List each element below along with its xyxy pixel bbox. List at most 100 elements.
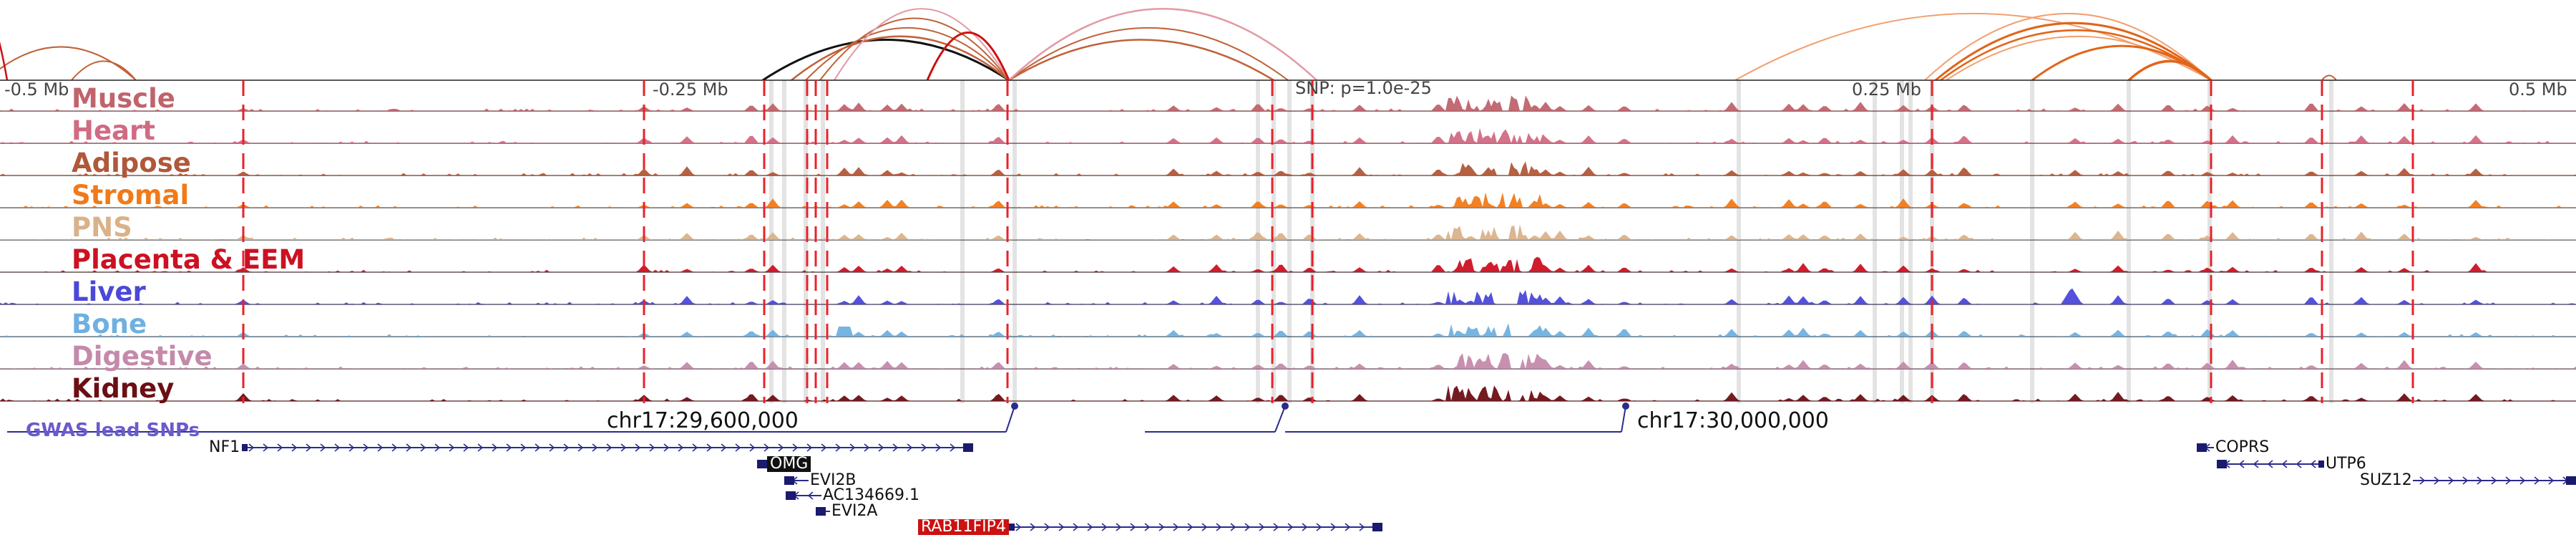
gene-strand-arrow xyxy=(463,443,469,452)
loop-arc xyxy=(1008,8,1317,81)
gene-label-evi2b: EVI2B xyxy=(810,471,857,489)
gene-strand-arrow xyxy=(306,443,312,452)
loop-arc xyxy=(1935,21,2212,82)
gene-strand-arrow xyxy=(606,443,613,452)
gene-strand-arrow xyxy=(291,443,298,452)
highlight-band xyxy=(1908,80,1913,403)
signal-track-5 xyxy=(0,256,2576,272)
gene-strand-arrow xyxy=(1230,523,1236,531)
gene-strand-arrow xyxy=(2448,476,2454,485)
highlight-band xyxy=(1737,80,1741,403)
gene-strand-arrow xyxy=(2419,476,2426,485)
gene-strand-arrow xyxy=(2548,476,2555,485)
highlight-band xyxy=(1873,80,1877,403)
gene-strand-arrow xyxy=(377,443,384,452)
gene-strand-arrow xyxy=(1015,523,1022,531)
gene-strand-arrow xyxy=(348,443,355,452)
gene-strand-arrow xyxy=(907,443,913,452)
gene-exon xyxy=(2566,476,2576,485)
gene-strand-arrow xyxy=(1244,523,1251,531)
gene-exon xyxy=(2318,461,2324,468)
highlight-band xyxy=(1287,80,1292,403)
gene-strand-arrow xyxy=(2267,460,2273,468)
gwas-snp-marker xyxy=(1622,402,1629,410)
loop-arc xyxy=(1924,13,2212,81)
gene-label-suz12: SUZ12 xyxy=(2360,471,2412,489)
gene-exon xyxy=(2217,460,2227,468)
gene-strand-arrow xyxy=(1345,523,1351,531)
gene-exon xyxy=(1009,524,1015,531)
gene-label-nf1: NF1 xyxy=(209,438,240,456)
highlight-band xyxy=(804,80,808,403)
highlight-band xyxy=(1272,80,1276,403)
gene-exon xyxy=(242,444,248,451)
gene-exon xyxy=(786,491,796,500)
gene-strand-arrow xyxy=(807,491,814,500)
loop-arc xyxy=(71,60,137,81)
axis-q1-label: -0.25 Mb xyxy=(653,79,728,100)
gwas-track xyxy=(7,402,1629,433)
gene-strand-arrow xyxy=(492,443,498,452)
gene-strand-arrow xyxy=(549,443,555,452)
gene-exon xyxy=(784,476,794,485)
gwas-connector xyxy=(1274,405,1286,433)
gene-strand-arrow xyxy=(749,443,756,452)
gene-strand-arrow xyxy=(2434,476,2440,485)
loop-arc xyxy=(834,8,1010,81)
gene-strand-arrow xyxy=(835,443,841,452)
highlight-band xyxy=(1013,80,1017,403)
gene-strand-arrow xyxy=(735,443,741,452)
gene-strand-arrow xyxy=(1259,523,1265,531)
gene-strand-arrow xyxy=(2462,476,2469,485)
gene-strand-arrow xyxy=(878,443,884,452)
gene-strand-arrow xyxy=(1187,523,1194,531)
loop-arc xyxy=(926,32,1010,81)
loop-arc xyxy=(762,38,1010,82)
gene-strand-arrow xyxy=(506,443,512,452)
track-label-liver: Liver xyxy=(72,276,146,307)
gene-strand-arrow xyxy=(535,443,541,452)
gwas-connector xyxy=(1005,405,1015,433)
gene-strand-arrow xyxy=(277,443,283,452)
gene-strand-arrow xyxy=(706,443,713,452)
track-label-adipose: Adipose xyxy=(72,148,191,178)
gene-strand-arrow xyxy=(592,443,598,452)
highlight-band xyxy=(960,80,965,403)
loop-arc xyxy=(1008,26,1289,81)
gene-strand-arrow xyxy=(1158,523,1165,531)
gene-strand-arrow xyxy=(363,443,369,452)
gene-strand-arrow xyxy=(434,443,441,452)
gene-strand-arrow xyxy=(406,443,412,452)
gene-strand-arrow xyxy=(2310,460,2316,468)
track-label-stromal: Stromal xyxy=(72,180,190,211)
lead-snp-lines xyxy=(242,80,2414,403)
axis-snp-label: SNP: p=1.0e-25 xyxy=(1295,78,1432,98)
gene-strand-arrow xyxy=(921,443,927,452)
gene-strand-arrow xyxy=(892,443,899,452)
gene-strand-arrow xyxy=(2253,460,2259,468)
gene-strand-arrow xyxy=(635,443,641,452)
loop-arc xyxy=(0,42,9,81)
gene-label-ac134669: AC134669.1 xyxy=(823,486,919,504)
gene-strand-arrow xyxy=(449,443,455,452)
gene-strand-arrow xyxy=(320,443,326,452)
gwas-snp-marker xyxy=(1011,402,1018,410)
gene-label-omg: OMG xyxy=(767,456,811,472)
gene-exon xyxy=(816,507,826,516)
highlight-band xyxy=(1900,80,1904,403)
gene-strand-arrow xyxy=(792,443,799,452)
gene-strand-arrow xyxy=(821,443,827,452)
gene-strand-arrow xyxy=(950,443,956,452)
gene-exon xyxy=(1372,523,1382,531)
gene-strand-arrow xyxy=(2477,476,2483,485)
gene-strand-arrow xyxy=(1044,523,1050,531)
signal-track-2 xyxy=(0,161,2576,175)
highlight-band xyxy=(2329,80,2333,403)
loop-arc xyxy=(2321,74,2337,81)
gene-strand-arrow xyxy=(1359,523,1365,531)
loop-arc xyxy=(1946,35,2212,81)
track-label-bone: Bone xyxy=(72,309,147,339)
track-label-heart: Heart xyxy=(72,115,155,146)
